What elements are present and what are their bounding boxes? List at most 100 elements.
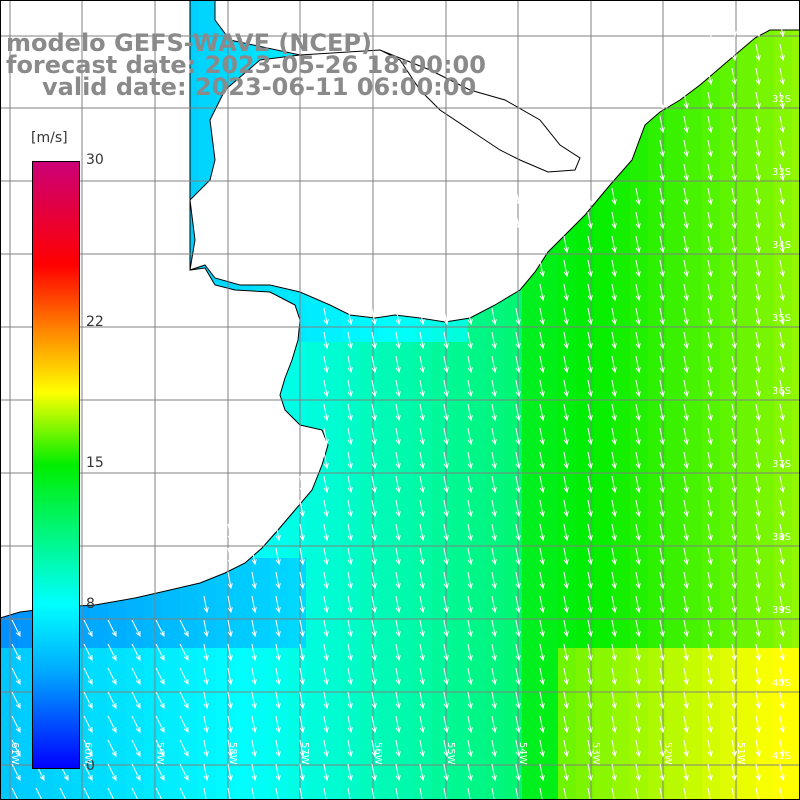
wind-speed-cell	[126, 702, 145, 721]
wind-speed-cell	[252, 648, 271, 667]
wind-speed-cell	[468, 468, 487, 487]
wind-arrow	[755, 451, 761, 470]
wind-speed-cell	[540, 720, 559, 739]
wind-speed-cell	[594, 684, 613, 703]
wind-arrow	[491, 571, 497, 590]
wind-speed-cell	[324, 612, 343, 631]
wind-arrow	[587, 499, 593, 518]
wind-arrow	[755, 163, 761, 182]
wind-arrow	[323, 499, 329, 518]
wind-speed-cell	[756, 612, 775, 631]
wind-speed-cell	[90, 792, 109, 800]
wind-arrow	[659, 403, 665, 422]
wind-speed-cell	[486, 774, 505, 793]
wind-speed-cell	[450, 414, 469, 433]
wind-speed-cell	[504, 792, 523, 800]
wind-speed-cell	[342, 450, 361, 469]
wind-speed-cell	[342, 396, 361, 415]
wind-arrow	[251, 643, 257, 662]
wind-arrow	[587, 355, 593, 374]
wind-speed-cell	[396, 540, 415, 559]
wind-speed-cell	[108, 774, 127, 793]
wind-speed-cell	[738, 216, 757, 235]
wind-arrow	[515, 355, 521, 374]
wind-arrow	[227, 715, 233, 734]
wind-speed-cell	[756, 36, 775, 55]
wind-speed-cell	[468, 504, 487, 523]
wind-speed-cell	[576, 540, 595, 559]
wind-arrow	[275, 475, 281, 494]
wind-arrow	[635, 787, 641, 800]
wind-speed-cell	[702, 702, 721, 721]
wind-speed-cell	[306, 684, 325, 703]
wind-arrow	[515, 547, 521, 566]
wind-speed-cell	[756, 792, 775, 800]
wind-arrow	[347, 739, 353, 758]
wind-speed-cell	[594, 216, 613, 235]
wind-arrows	[11, 19, 785, 800]
wind-speed-cell	[414, 486, 433, 505]
wind-speed-cell	[594, 774, 613, 793]
wind-speed-cell	[720, 792, 739, 800]
wind-speed-cell	[450, 738, 469, 757]
wind-speed-cell	[162, 666, 181, 685]
wind-speed-cell	[450, 504, 469, 523]
wind-arrow	[467, 331, 473, 350]
wind-speed-cell	[540, 270, 559, 289]
wind-speed-cell	[774, 540, 793, 559]
wind-speed-cell	[396, 486, 415, 505]
wind-arrow	[371, 331, 377, 350]
wind-speed-cell	[702, 90, 721, 109]
wind-arrow	[83, 667, 93, 686]
wind-speed-cell	[432, 396, 451, 415]
wind-speed-cell	[684, 612, 703, 631]
wind-speed-cell	[198, 738, 217, 757]
longitude-label: 54W	[517, 742, 529, 765]
wind-speed-cell	[774, 414, 793, 433]
wind-speed-cell	[198, 630, 217, 649]
longitude-label: 58W	[226, 742, 238, 765]
wind-arrow	[563, 427, 569, 446]
wind-speed-cell	[522, 342, 541, 361]
wind-arrow	[755, 379, 761, 398]
wind-arrow	[491, 451, 497, 470]
wind-arrow	[779, 115, 785, 134]
wind-speed-cell	[396, 324, 415, 343]
wind-speed-cell	[738, 738, 757, 757]
wind-arrow	[539, 739, 545, 758]
wind-speed-cell	[684, 126, 703, 145]
wind-arrow	[779, 691, 785, 710]
wind-arrow	[635, 739, 641, 758]
wind-arrow	[731, 235, 737, 254]
wind-arrow	[563, 571, 569, 590]
wind-speed-cell	[648, 324, 667, 343]
wind-arrow	[371, 427, 377, 446]
wind-speed-cell	[522, 378, 541, 397]
wind-arrow	[683, 139, 689, 158]
wind-speed-cell	[108, 720, 127, 739]
wind-speed-cell	[702, 270, 721, 289]
wind-speed-cell	[684, 684, 703, 703]
wind-speed-cell	[288, 396, 307, 415]
wind-speed-cell	[252, 684, 271, 703]
wind-speed-cell	[450, 684, 469, 703]
wind-speed-cell	[774, 486, 793, 505]
wind-speed-cell	[288, 594, 307, 613]
wind-speed-cell	[756, 720, 775, 739]
wind-arrow	[299, 763, 305, 782]
wind-arrow	[635, 403, 641, 422]
wind-speed-cell	[684, 522, 703, 541]
wind-arrow	[371, 595, 377, 614]
wind-arrow	[419, 739, 425, 758]
wind-speed-cell	[612, 558, 631, 577]
wind-arrow	[11, 691, 21, 710]
wind-speed-cell	[504, 522, 523, 541]
wind-arrow	[491, 763, 497, 782]
wind-speed-cell	[360, 378, 379, 397]
wind-speed-cell	[666, 288, 685, 307]
wind-speed-cell	[756, 540, 775, 559]
wind-speed-cell	[756, 396, 775, 415]
wind-speed-cell	[234, 666, 253, 685]
wind-arrow	[323, 763, 329, 782]
wind-speed-cell	[792, 342, 800, 361]
